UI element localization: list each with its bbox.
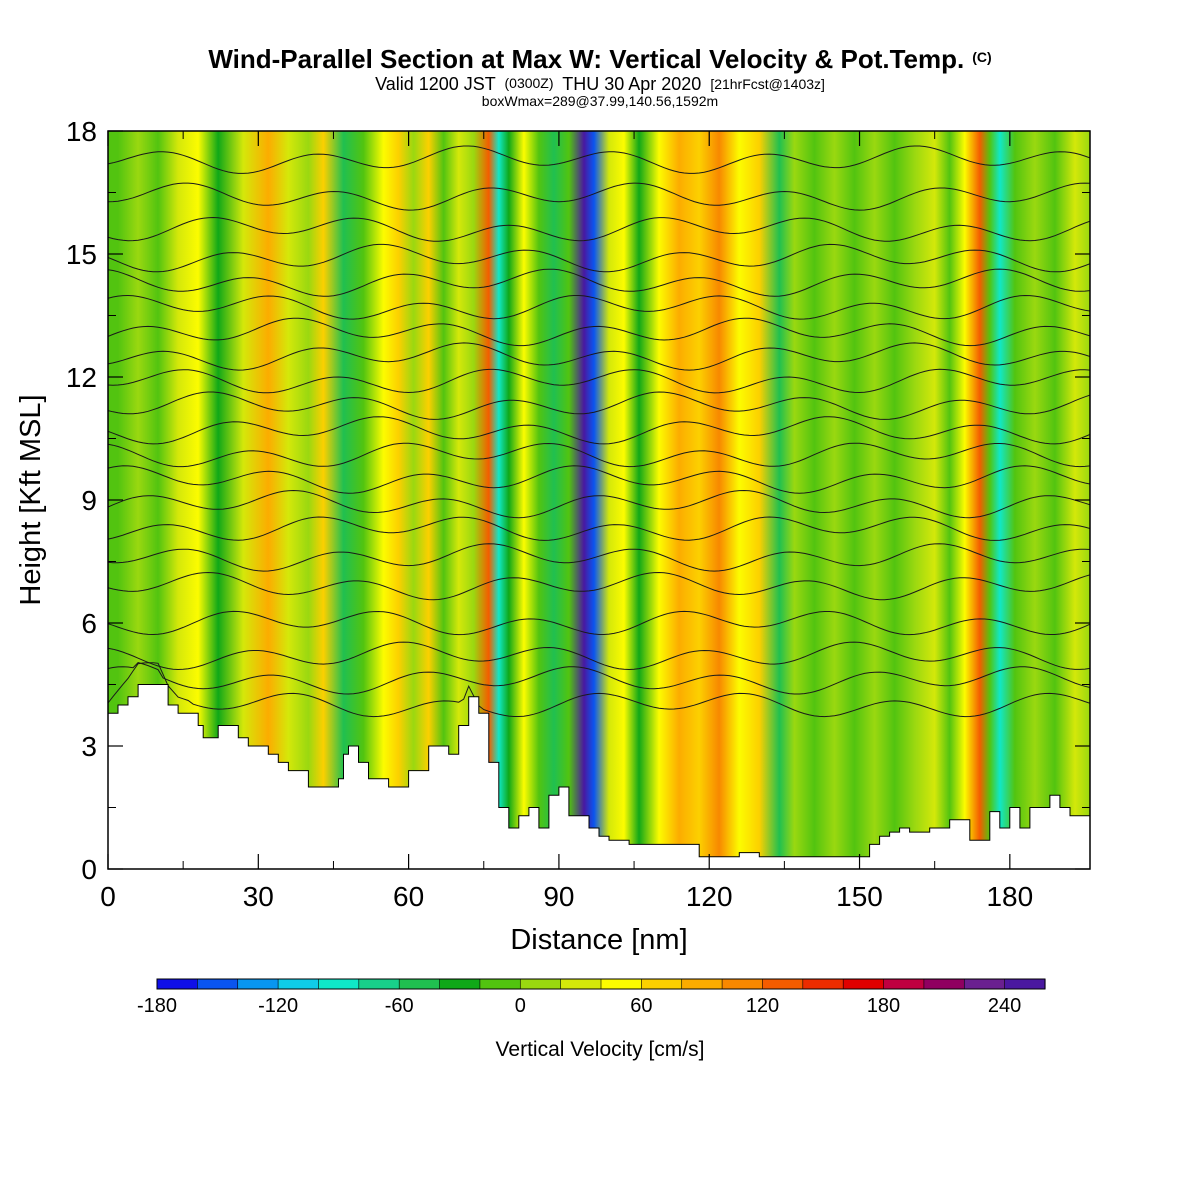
colorbar-swatch [1004, 979, 1046, 989]
y-tick-label: 0 [81, 854, 97, 885]
velocity-field [108, 131, 1090, 869]
colorbar-swatch [843, 979, 885, 989]
y-tick-label: 9 [81, 485, 97, 516]
colorbar-label: 240 [988, 995, 1021, 1017]
colorbar-swatch [964, 979, 1006, 989]
x-tick-label: 180 [986, 881, 1033, 912]
colorbar-swatch [883, 979, 925, 989]
colorbar-swatch [439, 979, 481, 989]
y-tick-label: 18 [66, 116, 97, 147]
colorbar-label: 60 [630, 995, 652, 1017]
terrain-mask [108, 684, 1090, 869]
colorbar-swatch [278, 979, 320, 989]
colorbar-swatch [197, 979, 239, 989]
theta-contour-line [108, 145, 1090, 174]
theta-contour-line [108, 489, 1090, 519]
theta-contour-line [108, 182, 1090, 211]
colorbar: -180 -120 -60 0 60 120 180 240 [137, 978, 1046, 1017]
colorbar-title: Vertical Velocity [cm/s] [496, 1038, 705, 1061]
theta-contours [108, 145, 1090, 718]
colorbar-swatch [358, 979, 400, 989]
theta-contour-line [108, 368, 1090, 394]
x-tick-label: 120 [686, 881, 733, 912]
x-tick-label: 90 [543, 881, 574, 912]
plot-area [108, 131, 1090, 869]
x-tick-label: 150 [836, 881, 883, 912]
colorbar-swatch [923, 979, 965, 989]
x-axis-title: Distance [nm] [510, 924, 687, 956]
theta-contour-line [108, 294, 1090, 320]
colorbar-label: 0 [515, 995, 526, 1017]
colorbar-label: -120 [258, 995, 298, 1017]
x-tick-label: 60 [393, 881, 424, 912]
theta-contour-line [108, 543, 1090, 572]
colorbar-label: 180 [867, 995, 900, 1017]
colorbar-swatch [157, 979, 198, 989]
colorbar-swatch [641, 979, 683, 989]
y-axis-ticks: 0 3 6 9 12 15 18 [66, 116, 1090, 885]
x-tick-label: 30 [243, 881, 274, 912]
colorbar-label: -60 [385, 995, 414, 1017]
chart-box-info: boxWmax=289@37.99,140.56,1592m [482, 93, 718, 109]
colorbar-swatch [560, 979, 602, 989]
theta-contour-line [108, 268, 1090, 297]
theta-contour-line [108, 243, 1090, 273]
colorbar-label: -180 [137, 995, 177, 1017]
theta-contour-line [108, 442, 1090, 468]
colorbar-swatch [237, 979, 279, 989]
colorbar-swatch [399, 979, 441, 989]
x-tick-label: 0 [100, 881, 116, 912]
theta-contour-line [108, 391, 1090, 420]
theta-contour-line [108, 216, 1090, 242]
chart-title: Wind-Parallel Section at Max W: Vertical… [208, 44, 991, 74]
colorbar-swatch [802, 979, 844, 989]
theta-contour-line [108, 662, 1090, 718]
y-tick-label: 3 [81, 731, 97, 762]
colorbar-swatch [479, 979, 521, 989]
theta-contour-line [108, 416, 1090, 445]
colorbar-label: 120 [746, 995, 779, 1017]
theta-contour-line [108, 641, 1090, 671]
y-tick-label: 15 [66, 239, 97, 270]
y-axis-title: Height [Kft MSL] [15, 394, 47, 605]
theta-contour-line [108, 317, 1090, 347]
colorbar-swatch [520, 979, 562, 989]
x-axis-ticks: 0 30 60 90 120 150 180 [100, 131, 1033, 912]
theta-contour-line [108, 662, 1090, 695]
colorbar-swatch [318, 979, 360, 989]
theta-contour-line [108, 610, 1090, 636]
theta-contour-line [108, 465, 1090, 494]
theta-contour-line [108, 571, 1090, 601]
theta-contour-line [108, 516, 1090, 541]
colorbar-swatch [681, 979, 723, 989]
y-tick-label: 6 [81, 608, 97, 639]
colorbar-swatch [601, 979, 642, 989]
theta-contour-line [108, 342, 1090, 371]
colorbar-swatch [762, 979, 804, 989]
chart-subtitle: Valid 1200 JST (0300Z) THU 30 Apr 2020 [… [375, 72, 825, 94]
colorbar-swatch [722, 979, 764, 989]
y-tick-label: 12 [66, 362, 97, 393]
